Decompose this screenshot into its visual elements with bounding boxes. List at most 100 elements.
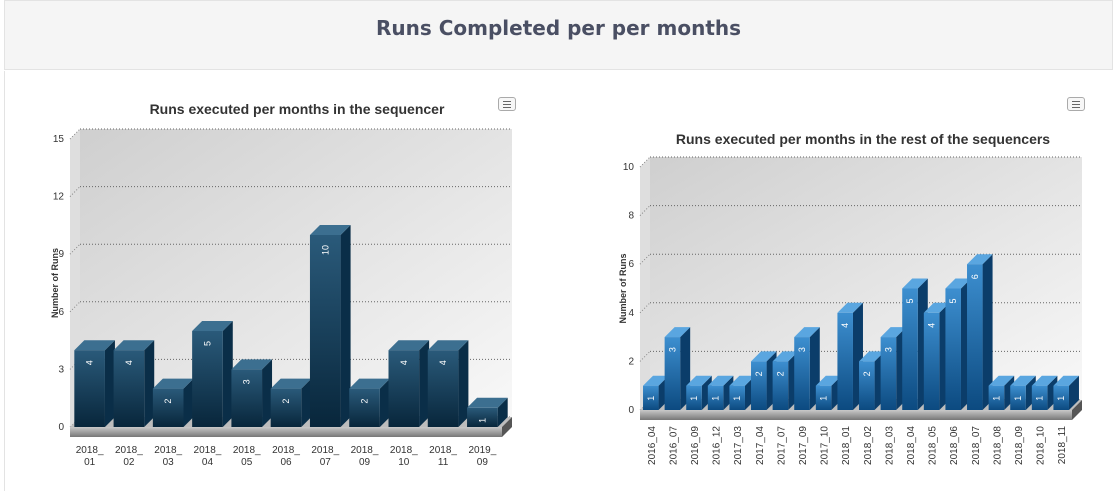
x-tick-label: 2018_07 (311, 445, 339, 468)
y-tick-label: 8 (628, 211, 634, 222)
bar (270, 388, 302, 427)
y-axis-label: Number of Runs (618, 253, 628, 323)
bar (880, 337, 897, 410)
bar-side (982, 254, 993, 410)
data-label: 1 (819, 396, 829, 401)
y-tick-label: 3 (58, 364, 64, 375)
bar-top (388, 340, 430, 351)
bar (643, 385, 659, 410)
bar (707, 385, 724, 410)
data-label: 3 (667, 347, 677, 352)
data-label: 3 (797, 347, 807, 352)
bar-top (309, 225, 351, 235)
data-label: 4 (927, 323, 937, 328)
bar-side (104, 340, 115, 427)
bar-top (1010, 375, 1036, 386)
chart-sequencer: Runs executed per months in the sequence… (50, 101, 512, 468)
x-tick-label: 2019_ 09 (468, 445, 496, 468)
bar (859, 361, 875, 410)
bar (152, 388, 184, 427)
plot-floor-side (502, 417, 512, 437)
bar (837, 312, 853, 410)
bar-top (945, 278, 971, 289)
x-tick-label: 2018_07 (971, 426, 982, 465)
bar-top (152, 378, 194, 389)
charts-panel (4, 71, 1113, 491)
bar-top (729, 375, 755, 386)
y-tick-label: 15 (53, 134, 65, 145)
x-tick-label: 2018_03 (154, 445, 182, 468)
x-tick-label: 2018_01 (841, 426, 852, 465)
bar (988, 385, 1005, 410)
data-label: 1 (1035, 396, 1045, 401)
bar (729, 385, 745, 410)
bar (664, 337, 681, 410)
x-tick-label: 2016_07 (668, 426, 679, 465)
bar (74, 350, 105, 427)
x-tick-label: 2018_08 (992, 426, 1003, 465)
bar-top (1031, 375, 1058, 386)
y-tick-label: 0 (628, 405, 634, 416)
plot-side-wall (640, 157, 650, 410)
bar-top (664, 327, 691, 338)
data-label: 3 (883, 347, 893, 352)
data-label: 4 (840, 323, 850, 328)
bar-top (880, 327, 907, 338)
bar (231, 369, 263, 427)
x-tick-label: 2018_11 (1057, 426, 1068, 465)
page-header: Runs Completed per per months (4, 0, 1113, 70)
data-label: 5 (202, 341, 212, 346)
bar-top (902, 278, 928, 289)
bar (751, 361, 767, 410)
data-label: 1 (732, 396, 742, 401)
bar-top (467, 397, 508, 408)
data-label: 4 (438, 360, 448, 365)
x-tick-label: 2016_12 (712, 426, 723, 465)
bar-top (988, 375, 1015, 386)
x-tick-label: 2018_09 (351, 445, 379, 468)
bar (945, 288, 961, 410)
bar (902, 288, 918, 410)
bar (794, 337, 810, 410)
y-tick-label: 9 (58, 249, 64, 260)
x-tick-label: 2018_05 (928, 426, 939, 465)
plot-floor-front (70, 427, 502, 437)
data-label: 2 (360, 399, 370, 404)
bar-top (772, 351, 799, 362)
y-tick-label: 6 (628, 259, 634, 270)
bar (1031, 385, 1048, 410)
data-label: 1 (477, 418, 487, 423)
bar-top (74, 340, 115, 351)
chart-2-menu-button[interactable] (1067, 97, 1085, 111)
x-tick-label: 2018_03 (884, 426, 895, 465)
x-tick-label: 2017_07 (776, 426, 787, 465)
data-label: 1 (689, 396, 699, 401)
x-tick-label: 2017_10 (820, 426, 831, 465)
bar-side (458, 340, 469, 427)
x-tick-label: 2016_09 (690, 426, 701, 465)
chart-1-menu-button[interactable] (498, 97, 516, 111)
page-title: Runs Completed per per months (375, 16, 742, 40)
bar-side (1068, 375, 1079, 410)
data-label: 2 (754, 371, 764, 376)
chart-title: Runs executed per months in the rest of … (676, 131, 1050, 147)
bar-top (686, 375, 712, 386)
data-label: 2 (862, 371, 872, 376)
bar-top (270, 378, 312, 389)
x-tick-label: 2018_04 (194, 445, 222, 468)
bar-top (923, 302, 950, 313)
bar (192, 331, 223, 427)
bar (686, 385, 702, 410)
data-label: 1 (711, 396, 721, 401)
data-label: 2 (163, 399, 173, 404)
bar (967, 264, 983, 410)
bar (349, 388, 380, 427)
bar (467, 407, 498, 427)
bar-top (192, 321, 233, 331)
bar-top (1053, 375, 1079, 386)
data-label: 4 (124, 360, 134, 365)
bar (113, 350, 145, 427)
bar-top (815, 375, 842, 386)
bar-top (751, 351, 777, 362)
x-tick-label: 2018_02 (115, 445, 143, 468)
